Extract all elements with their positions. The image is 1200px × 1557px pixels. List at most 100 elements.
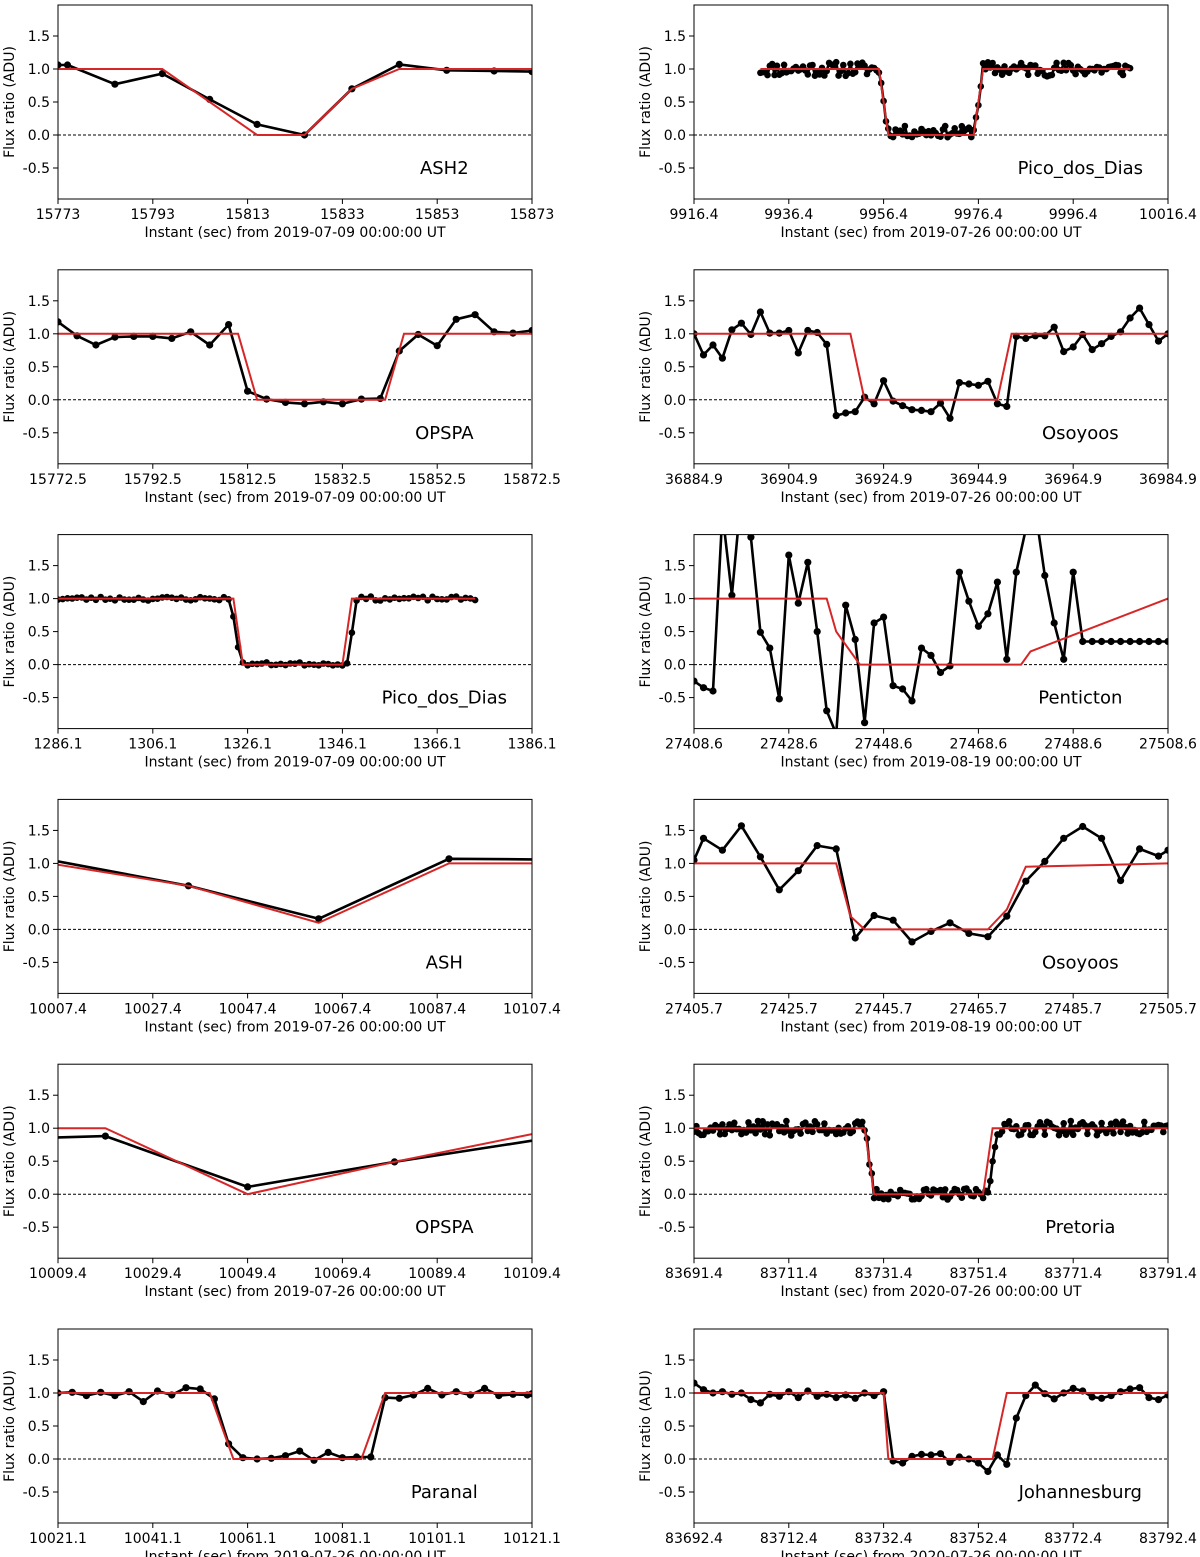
y-tick-label: 1.0 (664, 327, 686, 343)
observed-flux-point (1154, 1396, 1163, 1404)
light-curve-panel: -0.5 0.0 0.5 1.0 1.5 1286.1 1306.1 1326.1 1346.1… (2, 534, 557, 771)
y-tick-label: 1.5 (664, 823, 686, 839)
observed-flux-point (1098, 834, 1106, 842)
x-tick-label: 10121.1 (503, 1531, 561, 1547)
y-tick-label: 0.0 (664, 1187, 686, 1203)
x-tick-label: 10021.1 (29, 1531, 87, 1547)
plot-area (694, 506, 1168, 729)
site-name-label: OPSPA (415, 1217, 474, 1238)
observed-flux-point (728, 326, 736, 334)
observed-flux-point (936, 399, 945, 407)
observed-flux-point (1119, 71, 1127, 79)
observed-flux-point (927, 1192, 935, 1199)
observed-flux-point (731, 1119, 738, 1127)
observed-flux-point (1069, 568, 1077, 576)
observed-flux-point (1126, 314, 1134, 322)
y-axis-label: Flux ratio (ADU) (2, 1370, 18, 1482)
y-tick-label: 1.0 (28, 592, 50, 608)
x-tick-label: 83791.4 (1139, 1266, 1197, 1282)
observed-flux-point (1136, 637, 1144, 646)
observed-flux-point (901, 122, 909, 130)
observed-flux-point (452, 315, 460, 323)
y-tick-label: 0.5 (664, 889, 686, 905)
observed-flux-point (1022, 334, 1030, 342)
observed-flux-point (1050, 1395, 1058, 1403)
observed-flux-point (974, 381, 983, 389)
x-tick-label: 27485.7 (1044, 1001, 1102, 1017)
observed-flux-point (338, 1454, 346, 1462)
observed-flux-point (1119, 1118, 1127, 1125)
observed-flux-point (759, 1118, 766, 1125)
light-curve-panel: -0.5 0.0 0.5 1.0 1.5 83691.4 83711.4 83731.4 837… (638, 1063, 1197, 1300)
y-tick-label: 1.0 (664, 1386, 686, 1402)
observed-flux-point (239, 1454, 247, 1462)
observed-flux-point (766, 1390, 774, 1398)
x-tick-label: 83711.4 (760, 1266, 818, 1282)
x-tick-label: 83771.4 (1044, 1266, 1102, 1282)
observed-flux-point (936, 668, 945, 677)
observed-flux-point (1110, 1130, 1117, 1137)
observed-flux-point (719, 1121, 726, 1128)
x-tick-label: 15852.5 (408, 472, 466, 488)
y-tick-label: 1.0 (28, 1121, 50, 1137)
y-tick-label: 1.5 (28, 29, 50, 45)
x-tick-label: 27505.7 (1139, 1001, 1197, 1017)
x-tick-label: 36924.9 (855, 472, 913, 488)
model-flux-line (694, 1392, 1168, 1460)
observed-flux-point (771, 71, 778, 79)
observed-flux-point (747, 534, 755, 541)
x-tick-label: 10027.4 (124, 1001, 182, 1017)
x-tick-label: 9976.4 (954, 207, 1003, 223)
observed-flux-point (802, 1119, 809, 1126)
observed-flux-point (823, 1390, 831, 1398)
observed-flux-point (775, 695, 783, 703)
y-tick-label: 0.0 (28, 1187, 50, 1203)
observed-flux-point (158, 70, 166, 78)
observed-flux-point (984, 610, 992, 618)
observed-flux-point (1117, 637, 1125, 646)
y-tick-label: -0.5 (23, 691, 50, 707)
y-tick-label: 1.0 (28, 62, 50, 78)
observed-flux-point (756, 308, 765, 316)
observed-flux-point (694, 1379, 698, 1387)
y-axis-label: Flux ratio (ADU) (2, 840, 18, 952)
observed-flux-point (851, 68, 859, 76)
observed-flux-point (509, 1390, 517, 1398)
y-axis-label: Flux ratio (ADU) (2, 576, 18, 688)
observed-flux-point (917, 644, 926, 652)
site-name-label: Penticton (1038, 688, 1122, 709)
observed-flux-point (849, 1128, 857, 1135)
y-tick-label: 0.0 (664, 658, 686, 674)
observed-flux-point (984, 377, 992, 385)
observed-flux-point (946, 1458, 954, 1466)
y-axis-label: Flux ratio (ADU) (638, 1370, 654, 1482)
observed-flux-point (1032, 506, 1039, 513)
observed-flux-point (343, 660, 351, 667)
y-tick-label: -0.5 (23, 1485, 50, 1501)
observed-flux-point (917, 406, 926, 414)
y-tick-label: 0.5 (28, 95, 50, 111)
observed-flux-point (58, 318, 62, 326)
observed-flux-point (1164, 637, 1168, 646)
observed-flux-point (754, 1117, 762, 1125)
observed-flux-point (1050, 619, 1058, 627)
observed-flux-point (1145, 637, 1153, 646)
observed-flux-point (936, 1450, 945, 1458)
y-tick-label: -0.5 (23, 426, 50, 442)
y-tick-label: -0.5 (659, 955, 686, 971)
observed-flux-point (785, 1388, 793, 1396)
observed-flux-point (728, 591, 736, 599)
observed-flux-point (718, 354, 727, 362)
observed-flux-point (873, 1185, 880, 1193)
site-name-label: Pico_dos_Dias (382, 688, 507, 709)
observed-flux-point (984, 1467, 992, 1476)
observed-flux-point (1160, 1128, 1167, 1136)
observed-flux-line (58, 1134, 532, 1189)
observed-flux-point (1145, 321, 1153, 329)
x-tick-label: 10089.4 (408, 1266, 466, 1282)
x-tick-label: 83712.4 (760, 1531, 818, 1547)
observed-flux-point (813, 628, 821, 636)
observed-flux-point (1098, 1394, 1106, 1402)
observed-flux-point (794, 349, 802, 357)
observed-flux-point (946, 662, 954, 670)
